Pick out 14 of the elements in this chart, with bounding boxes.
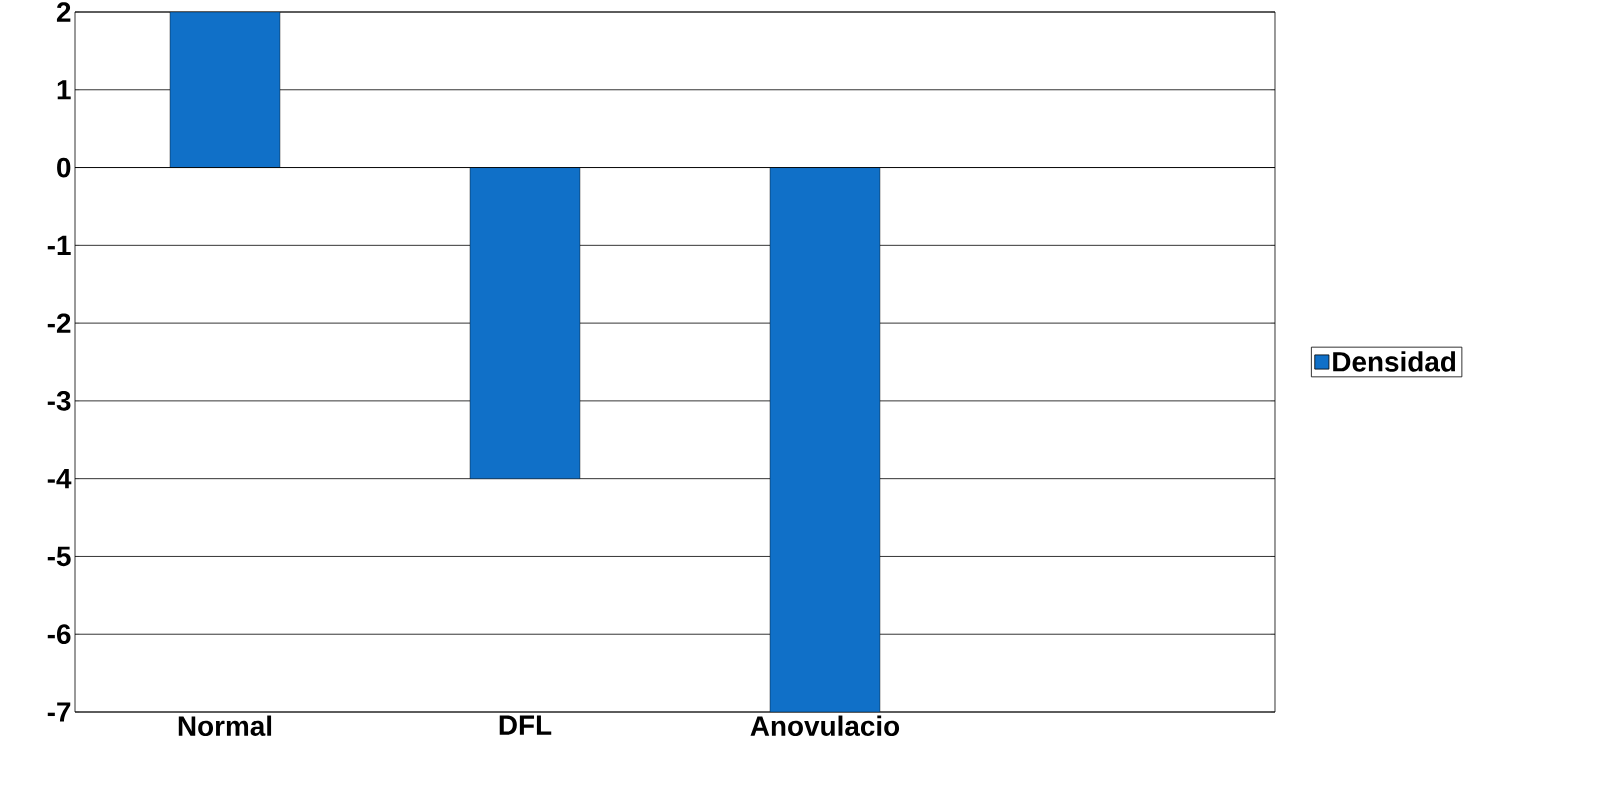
x-tick-label: Anovulacio [750, 715, 900, 736]
y-tick-label: -7 [47, 702, 71, 722]
y-tick-label: -4 [47, 469, 72, 489]
x-tick-label: Normal [178, 715, 272, 736]
y-tick-label: 2 [56, 2, 71, 22]
y-tick-label: -6 [47, 624, 71, 645]
y-tick-label: -5 [47, 546, 71, 567]
y-tick-label: 1 [57, 80, 71, 100]
y-tick-label: -2 [47, 313, 71, 333]
y-tick-label: -1 [47, 235, 71, 255]
y-tick-label: -3 [47, 391, 71, 411]
y-tick-label: 0 [57, 157, 71, 178]
legend-label: Densidad [1333, 351, 1456, 372]
x-tick-label: DFL [499, 715, 552, 735]
